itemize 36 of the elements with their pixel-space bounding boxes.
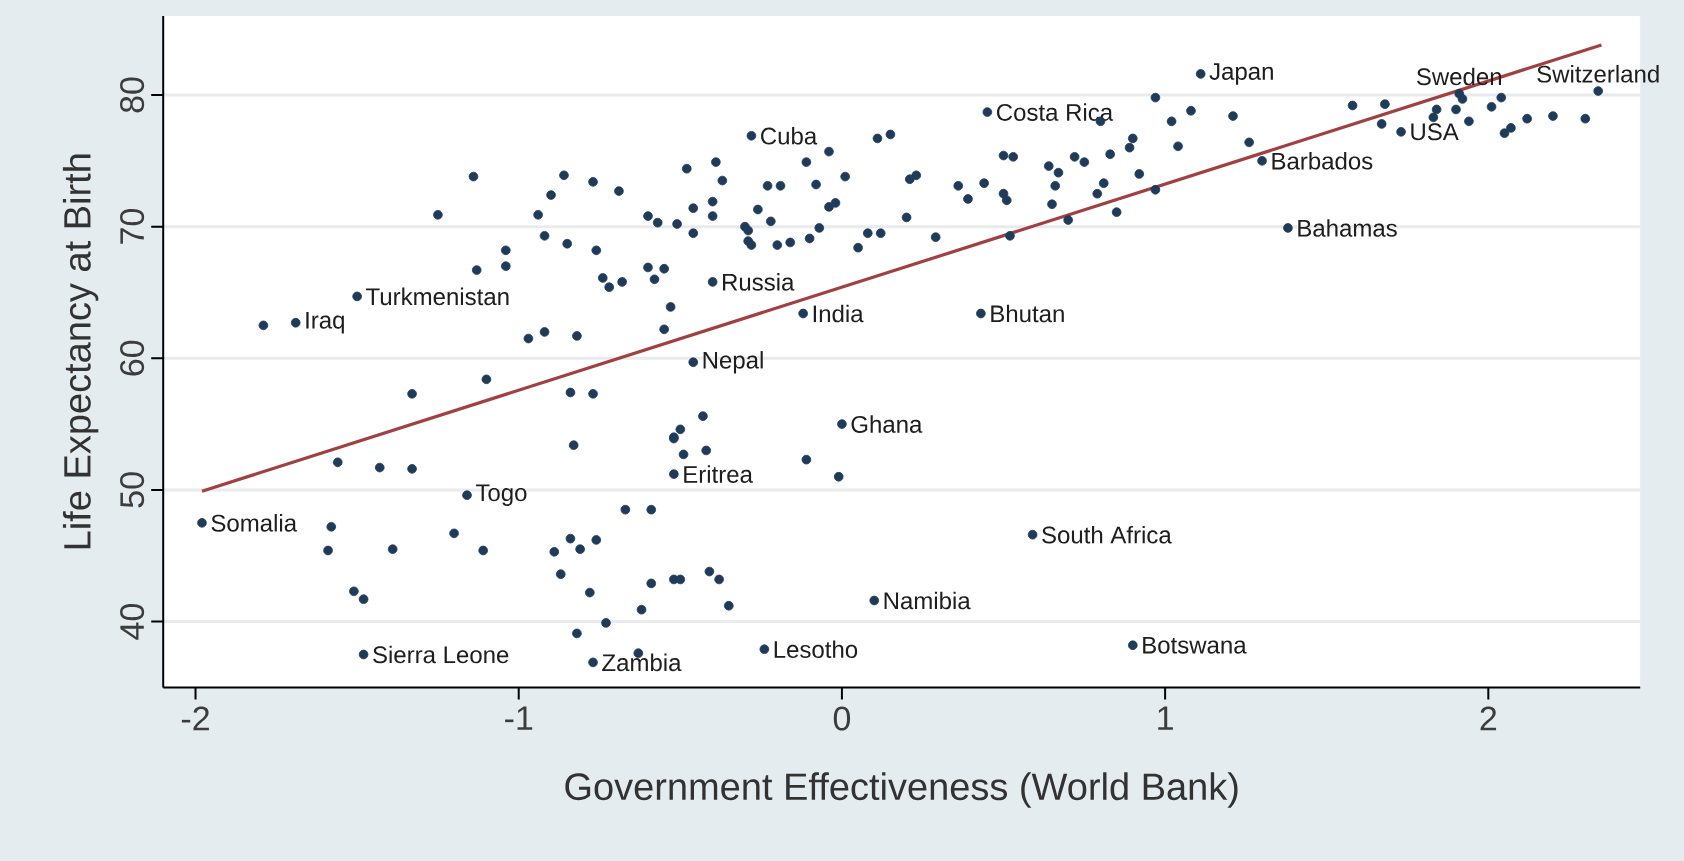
x-tick-label: 1 xyxy=(1158,706,1173,730)
annotation: Bahamas xyxy=(1298,219,1397,237)
annotation: India xyxy=(813,304,864,323)
y-tick-label: 50 xyxy=(120,472,145,508)
x-tick-label: -2 xyxy=(181,706,209,731)
annotation: Nepal xyxy=(703,351,763,374)
x-tick-label: 0 xyxy=(833,706,851,731)
y-tick-label: 40 xyxy=(120,603,145,640)
annotation: Botswana xyxy=(1143,636,1247,654)
annotation: Ghana xyxy=(851,415,923,433)
annotation: Togo xyxy=(475,484,527,506)
annotation: Iraq xyxy=(306,312,344,334)
y-tick-label: 80 xyxy=(120,77,145,113)
x-tick-label: -1 xyxy=(505,706,533,730)
annotation: Eritrea xyxy=(684,465,753,483)
annotation: South Africa xyxy=(1042,525,1172,544)
annotation: Turkmenistan xyxy=(366,287,509,306)
y-tick-label: 70 xyxy=(120,209,145,244)
annotation: Switzerland xyxy=(1537,65,1659,83)
x-axis-title: Government Effectiveness (World Bank) xyxy=(565,772,1238,808)
annotation: Sierra Leone xyxy=(373,645,509,664)
annotation: Lesotho xyxy=(774,640,858,659)
annotation: Sweden xyxy=(1416,67,1502,86)
annotation: Costa Rica xyxy=(996,103,1114,121)
annotation: Bhutan xyxy=(991,304,1064,323)
y-axis-title: Life Expectancy at Birth xyxy=(62,154,99,549)
annotation: Japan xyxy=(1209,63,1273,85)
y-tick-label: 60 xyxy=(120,340,145,376)
annotation: Zambia xyxy=(602,653,682,672)
annotation: USA xyxy=(1411,123,1459,141)
annotation: Namibia xyxy=(884,591,971,610)
annotation: Russia xyxy=(723,273,795,291)
x-tick-label: 2 xyxy=(1480,706,1497,731)
annotation: Barbados xyxy=(1272,152,1373,170)
annotation: Cuba xyxy=(761,126,818,145)
annotation: Somalia xyxy=(211,514,298,532)
